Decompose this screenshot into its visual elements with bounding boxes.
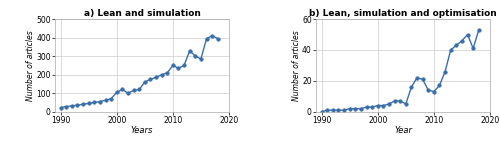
Title: b) Lean, simulation and optimisation: b) Lean, simulation and optimisation [309, 9, 497, 18]
X-axis label: Year: Year [394, 126, 412, 135]
X-axis label: Years: Years [131, 126, 153, 135]
Y-axis label: Number of articles: Number of articles [292, 30, 300, 101]
Y-axis label: Number of articles: Number of articles [26, 30, 35, 101]
Title: a) Lean and simulation: a) Lean and simulation [84, 9, 200, 18]
